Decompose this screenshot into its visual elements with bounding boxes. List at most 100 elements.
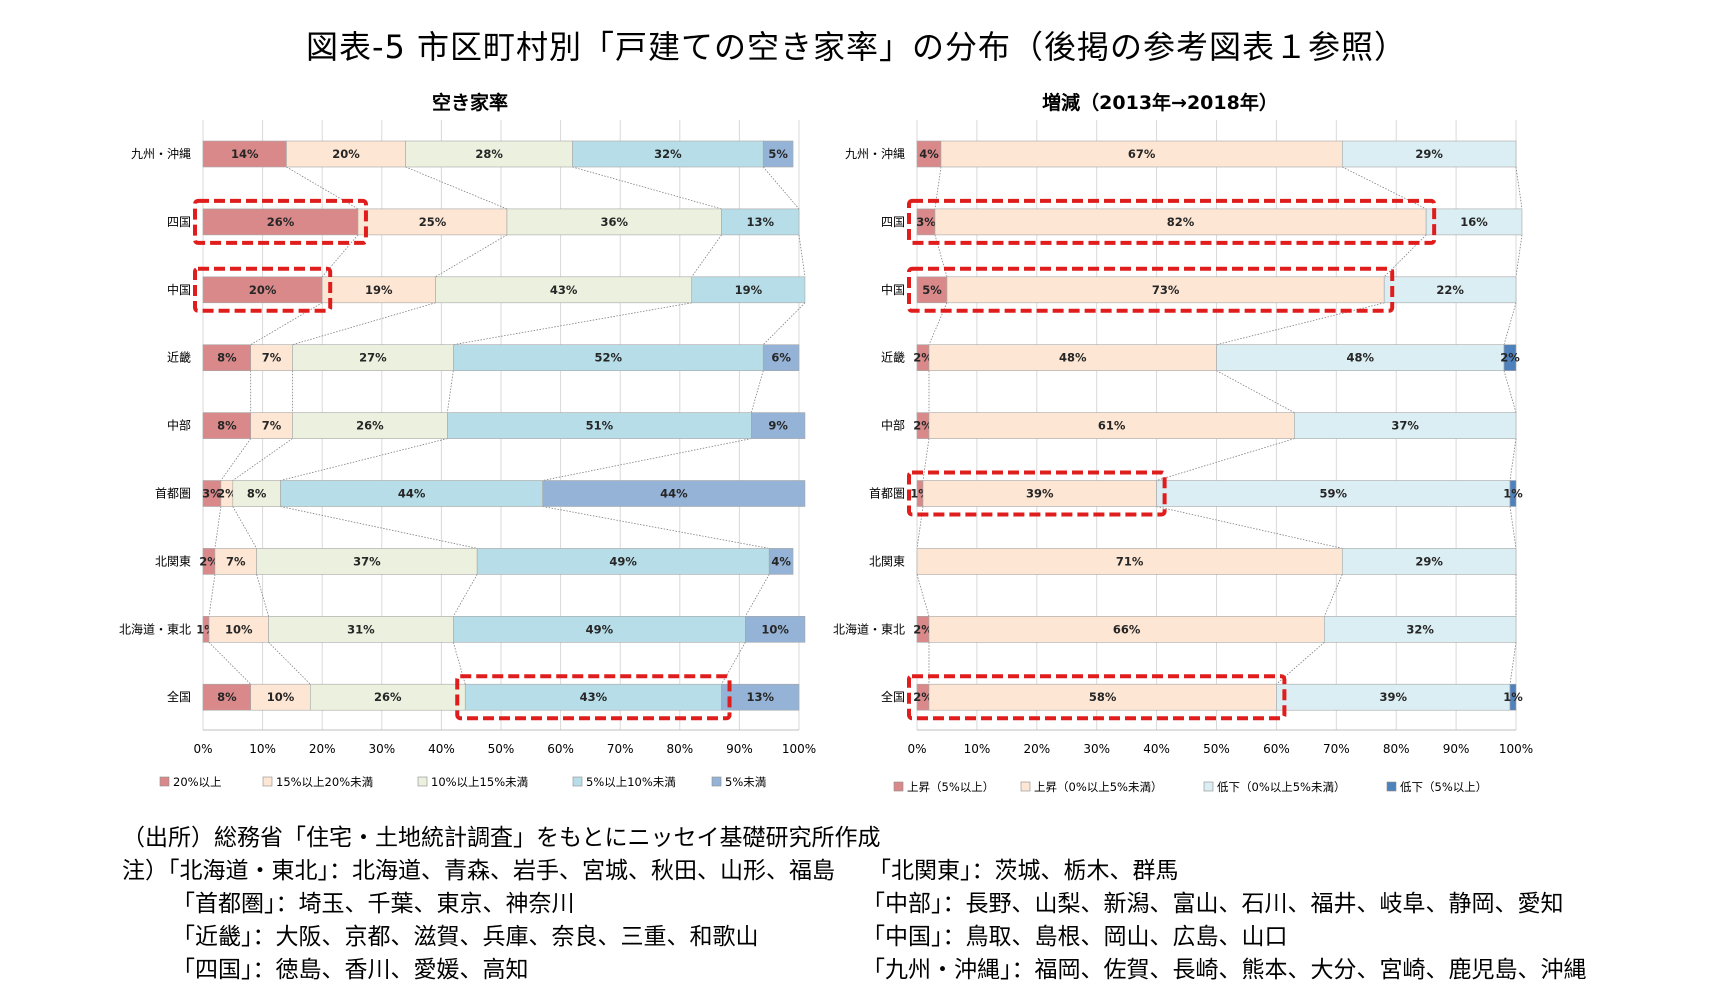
- right-data-label: 32%: [1406, 622, 1434, 636]
- left-series-line: [220, 438, 252, 481]
- left-category-label: 全国: [167, 689, 191, 704]
- left-bar: [762, 344, 800, 372]
- note-kitakanto: 「北関東」：茨城、栃木、群馬: [868, 858, 1179, 884]
- left-bar: [202, 140, 287, 168]
- left-highlight-box: [193, 266, 333, 313]
- left-highlight-box: [455, 674, 732, 721]
- left-bar: [506, 208, 722, 236]
- right-series-line: [1323, 574, 1343, 617]
- right-legend-label: 低下（5%以上）: [1400, 780, 1487, 794]
- left-series-line: [435, 234, 508, 278]
- left-bar: [453, 344, 764, 372]
- left-data-label: 14%: [231, 147, 259, 161]
- left-category-label: 中部: [167, 418, 191, 433]
- right-data-label: 29%: [1415, 147, 1443, 161]
- left-series-line: [762, 166, 800, 210]
- left-chart-title: 空き家率: [431, 92, 508, 114]
- left-data-label: 25%: [419, 215, 447, 229]
- left-x-tick-label: 50%: [488, 742, 515, 756]
- right-data-label: 2%: [913, 351, 933, 365]
- left-data-label: 8%: [217, 419, 237, 433]
- source-note: （出所）総務省「住宅・土地統計調査」をもとにニッセイ基礎研究所作成: [122, 825, 881, 851]
- left-series-line: [280, 506, 478, 549]
- left-bar: [202, 344, 251, 372]
- right-series-line: [1503, 302, 1517, 345]
- right-legend-swatch: [1020, 781, 1031, 792]
- right-bar: [1294, 412, 1517, 439]
- left-legend-label: 15%以上20%未満: [276, 775, 373, 789]
- right-bar: [1383, 276, 1517, 304]
- right-legend-swatch: [893, 781, 904, 792]
- right-series-line: [916, 574, 930, 617]
- left-bar: [572, 140, 764, 168]
- left-data-label: 19%: [365, 283, 393, 297]
- left-series-line: [446, 370, 454, 413]
- left-data-label: 5%: [768, 147, 788, 161]
- left-data-label: 8%: [217, 690, 237, 704]
- right-series-line: [1383, 234, 1427, 278]
- right-data-label: 2%: [913, 690, 933, 704]
- left-bar: [202, 208, 359, 236]
- right-series-line: [922, 438, 930, 481]
- left-series-line: [250, 302, 323, 346]
- right-series-line: [1509, 438, 1517, 481]
- right-chart-title: 増減（2013年→2018年）: [1042, 92, 1278, 114]
- right-x-tick-label: 70%: [1323, 742, 1350, 756]
- left-data-label: 43%: [580, 690, 608, 704]
- right-x-tick-label: 60%: [1263, 742, 1290, 756]
- left-series-line: [452, 574, 478, 617]
- left-series-line: [232, 438, 293, 481]
- left-series-line: [572, 166, 722, 210]
- left-data-label: 36%: [600, 215, 628, 229]
- right-data-label: 73%: [1152, 283, 1180, 297]
- right-series-line: [1515, 234, 1523, 277]
- left-series-line: [762, 302, 806, 345]
- left-data-label: 51%: [586, 419, 614, 433]
- left-series-line: [542, 506, 770, 549]
- left-series-line: [292, 302, 436, 346]
- left-x-tick-label: 30%: [368, 742, 395, 756]
- left-series-line: [750, 370, 764, 413]
- left-series-line: [256, 574, 269, 617]
- left-bar: [256, 548, 478, 575]
- left-data-label: 27%: [359, 351, 387, 365]
- left-bar: [202, 412, 251, 439]
- right-series-line: [1216, 370, 1295, 413]
- right-legend-swatch: [1203, 781, 1214, 792]
- left-category-label: 近畿: [167, 351, 191, 365]
- left-series-line: [798, 234, 806, 277]
- left-legend-swatch: [262, 776, 273, 787]
- right-data-label: 1%: [1503, 487, 1523, 501]
- left-x-tick-label: 80%: [666, 742, 693, 756]
- left-bar: [721, 208, 800, 236]
- left-x-tick-label: 60%: [547, 742, 574, 756]
- left-data-label: 10%: [225, 622, 253, 636]
- note-chugoku: 「中国」：鳥取、島根、岡山、広島、山口: [862, 924, 1288, 950]
- right-data-label: 5%: [922, 283, 942, 297]
- right-data-label: 61%: [1098, 419, 1126, 433]
- left-x-tick-label: 0%: [193, 742, 212, 756]
- left-data-label: 19%: [735, 283, 763, 297]
- note-kinki: 「近畿」：大阪、京都、滋賀、兵庫、奈良、三重、和歌山: [172, 924, 759, 950]
- left-data-label: 9%: [768, 419, 788, 433]
- left-bar: [464, 683, 722, 711]
- left-series-line: [691, 234, 722, 278]
- left-data-label: 43%: [550, 283, 578, 297]
- left-data-label: 32%: [654, 147, 682, 161]
- right-data-label: 67%: [1128, 147, 1156, 161]
- left-data-label: 20%: [332, 147, 360, 161]
- right-bar: [916, 548, 1343, 575]
- left-data-label: 10%: [267, 690, 295, 704]
- right-x-tick-label: 40%: [1143, 742, 1170, 756]
- right-data-label: 71%: [1116, 554, 1144, 568]
- right-category-label: 近畿: [881, 351, 905, 365]
- right-data-label: 39%: [1026, 487, 1054, 501]
- right-series-line: [1509, 506, 1517, 549]
- left-bar: [292, 412, 448, 439]
- left-category-label: 九州・沖縄: [131, 146, 191, 161]
- left-legend-swatch: [417, 776, 428, 787]
- left-data-label: 37%: [353, 554, 381, 568]
- left-series-line: [208, 642, 251, 685]
- right-category-label: 九州・沖縄: [845, 146, 905, 161]
- left-data-label: 4%: [771, 554, 791, 568]
